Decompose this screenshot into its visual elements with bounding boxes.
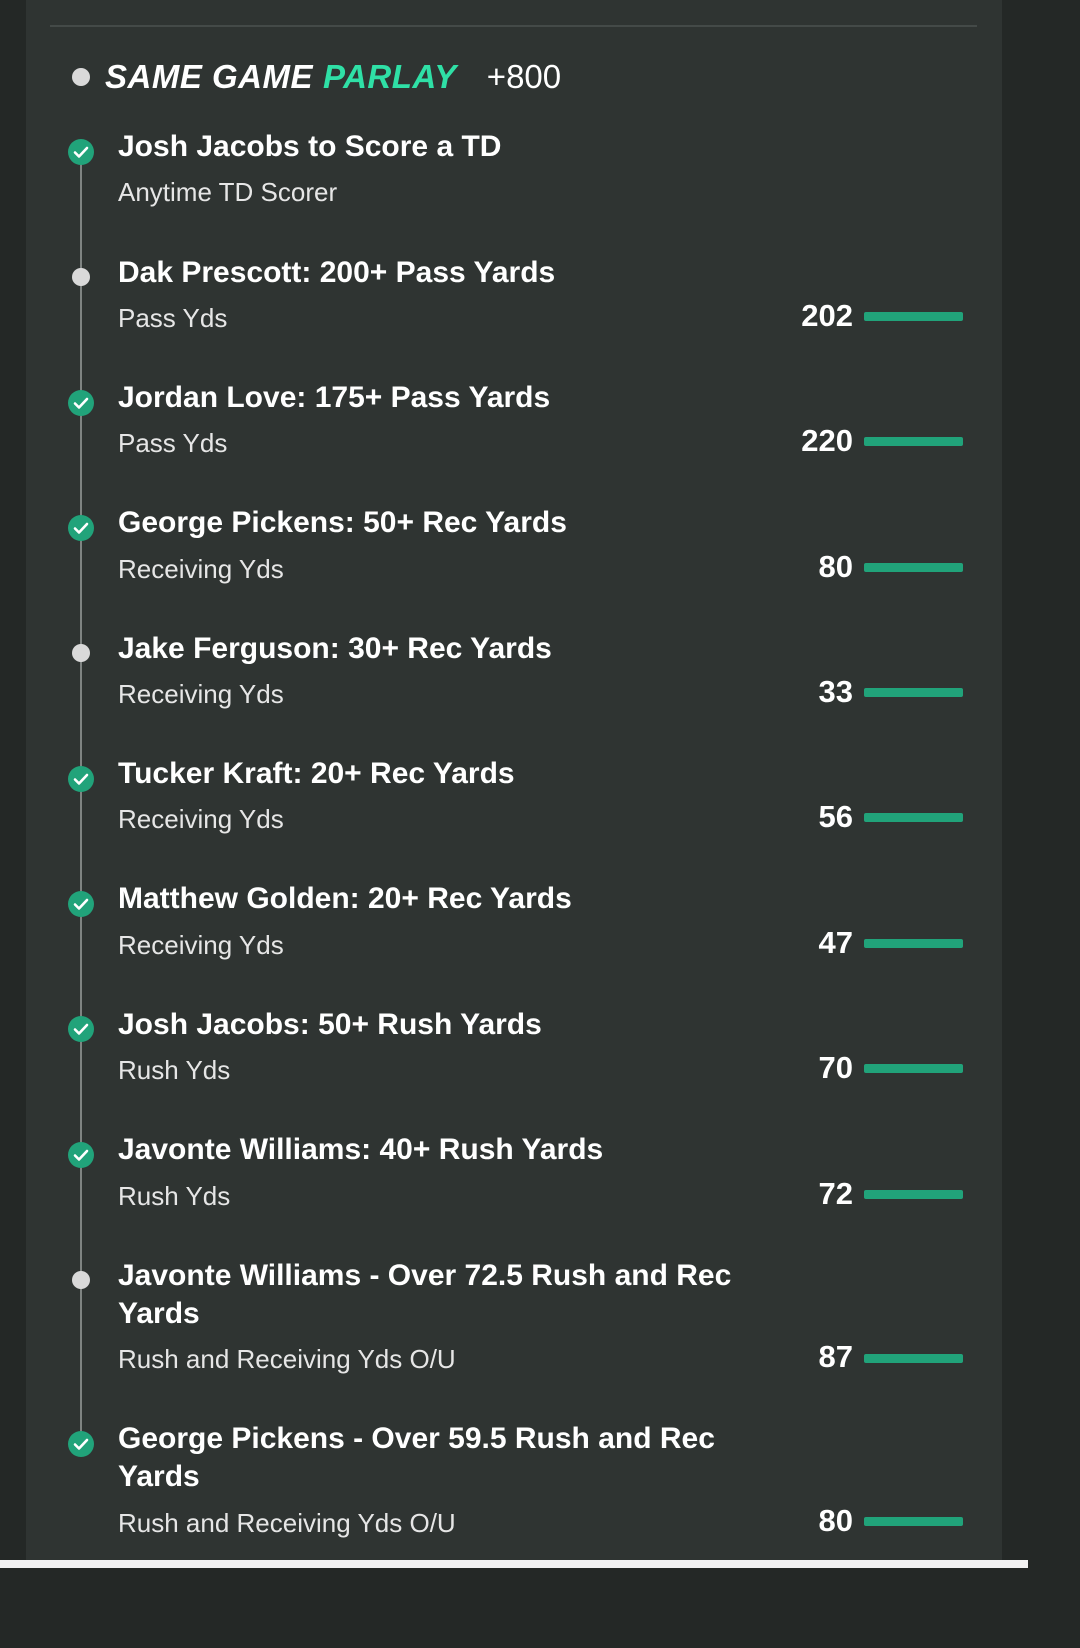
leg-progress-bar <box>864 1190 963 1199</box>
leg-progress-bar <box>864 813 963 822</box>
leg-market: Receiving Yds <box>118 679 284 709</box>
status-dot-icon <box>72 68 90 86</box>
leg-market: Receiving Yds <box>118 930 284 960</box>
leg-progress-bar <box>864 563 963 572</box>
leg-market: Pass Yds <box>118 303 228 333</box>
parlay-odds: +800 <box>486 58 562 95</box>
parlay-title-same-game: SAME GAME <box>105 58 314 95</box>
divider <box>50 25 977 27</box>
leg-stat-value: 72 <box>818 1176 853 1211</box>
leg-stat-value: 80 <box>818 1503 853 1538</box>
timeline-line <box>80 160 82 1445</box>
leg-title: Dak Prescott: 200+ Pass Yards <box>118 256 556 289</box>
leg-stat-value: 70 <box>818 1050 853 1085</box>
leg-stat-value: 87 <box>818 1339 853 1374</box>
leg-stat-value: 220 <box>801 423 853 458</box>
check-circle-icon <box>68 1016 94 1042</box>
leg-stat-value: 33 <box>818 674 853 709</box>
leg-market: Anytime TD Scorer <box>118 177 338 207</box>
leg-market: Pass Yds <box>118 428 228 458</box>
leg-stat-value: 202 <box>801 298 853 333</box>
leg-title: Jordan Love: 175+ Pass Yards <box>118 381 551 414</box>
check-circle-icon <box>68 390 94 416</box>
leg-progress-bar <box>864 939 963 948</box>
leg-progress-bar <box>864 1064 963 1073</box>
parlay-title-parlay: PARLAY <box>323 58 457 95</box>
bottom-edge <box>0 1560 1028 1568</box>
check-circle-icon <box>68 1431 94 1457</box>
leg-progress-bar <box>864 688 963 697</box>
leg-progress-bar <box>864 437 963 446</box>
leg-market: Rush and Receiving Yds O/U <box>118 1344 456 1374</box>
check-circle-icon <box>68 891 94 917</box>
leg-market: Rush Yds <box>118 1055 231 1085</box>
leg-title: George Pickens: 50+ Rec Yards <box>118 506 567 539</box>
leg-stat-value: 47 <box>818 925 853 960</box>
leg-title: Tucker Kraft: 20+ Rec Yards <box>118 757 515 790</box>
leg-progress-bar <box>864 1517 963 1526</box>
leg-stat-value: 80 <box>818 549 853 584</box>
parlay-header: SAME GAME PARLAY +800 <box>72 52 561 102</box>
leg-title: Javonte Williams: 40+ Rush Yards <box>118 1133 604 1166</box>
leg-title: Josh Jacobs to Score a TD <box>118 130 502 163</box>
parlay-card <box>26 0 1002 1560</box>
leg-market: Rush and Receiving Yds O/U <box>118 1508 456 1538</box>
leg-market: Receiving Yds <box>118 804 284 834</box>
leg-title: George Pickens - Over 59.5 Rush and Rec … <box>118 1422 715 1493</box>
dot-icon <box>72 644 90 662</box>
leg-market: Receiving Yds <box>118 554 284 584</box>
check-circle-icon <box>68 139 94 165</box>
dot-icon <box>72 1271 90 1289</box>
leg-title: Javonte Williams - Over 72.5 Rush and Re… <box>118 1259 732 1330</box>
leg-title: Josh Jacobs: 50+ Rush Yards <box>118 1008 542 1041</box>
check-circle-icon <box>68 766 94 792</box>
leg-progress-bar <box>864 1354 963 1363</box>
leg-progress-bar <box>864 312 963 321</box>
leg-market: Rush Yds <box>118 1181 231 1211</box>
check-circle-icon <box>68 515 94 541</box>
leg-title: Matthew Golden: 20+ Rec Yards <box>118 882 572 915</box>
check-circle-icon <box>68 1142 94 1168</box>
leg-title: Jake Ferguson: 30+ Rec Yards <box>118 632 552 665</box>
dot-icon <box>72 268 90 286</box>
leg-stat-value: 56 <box>818 799 853 834</box>
